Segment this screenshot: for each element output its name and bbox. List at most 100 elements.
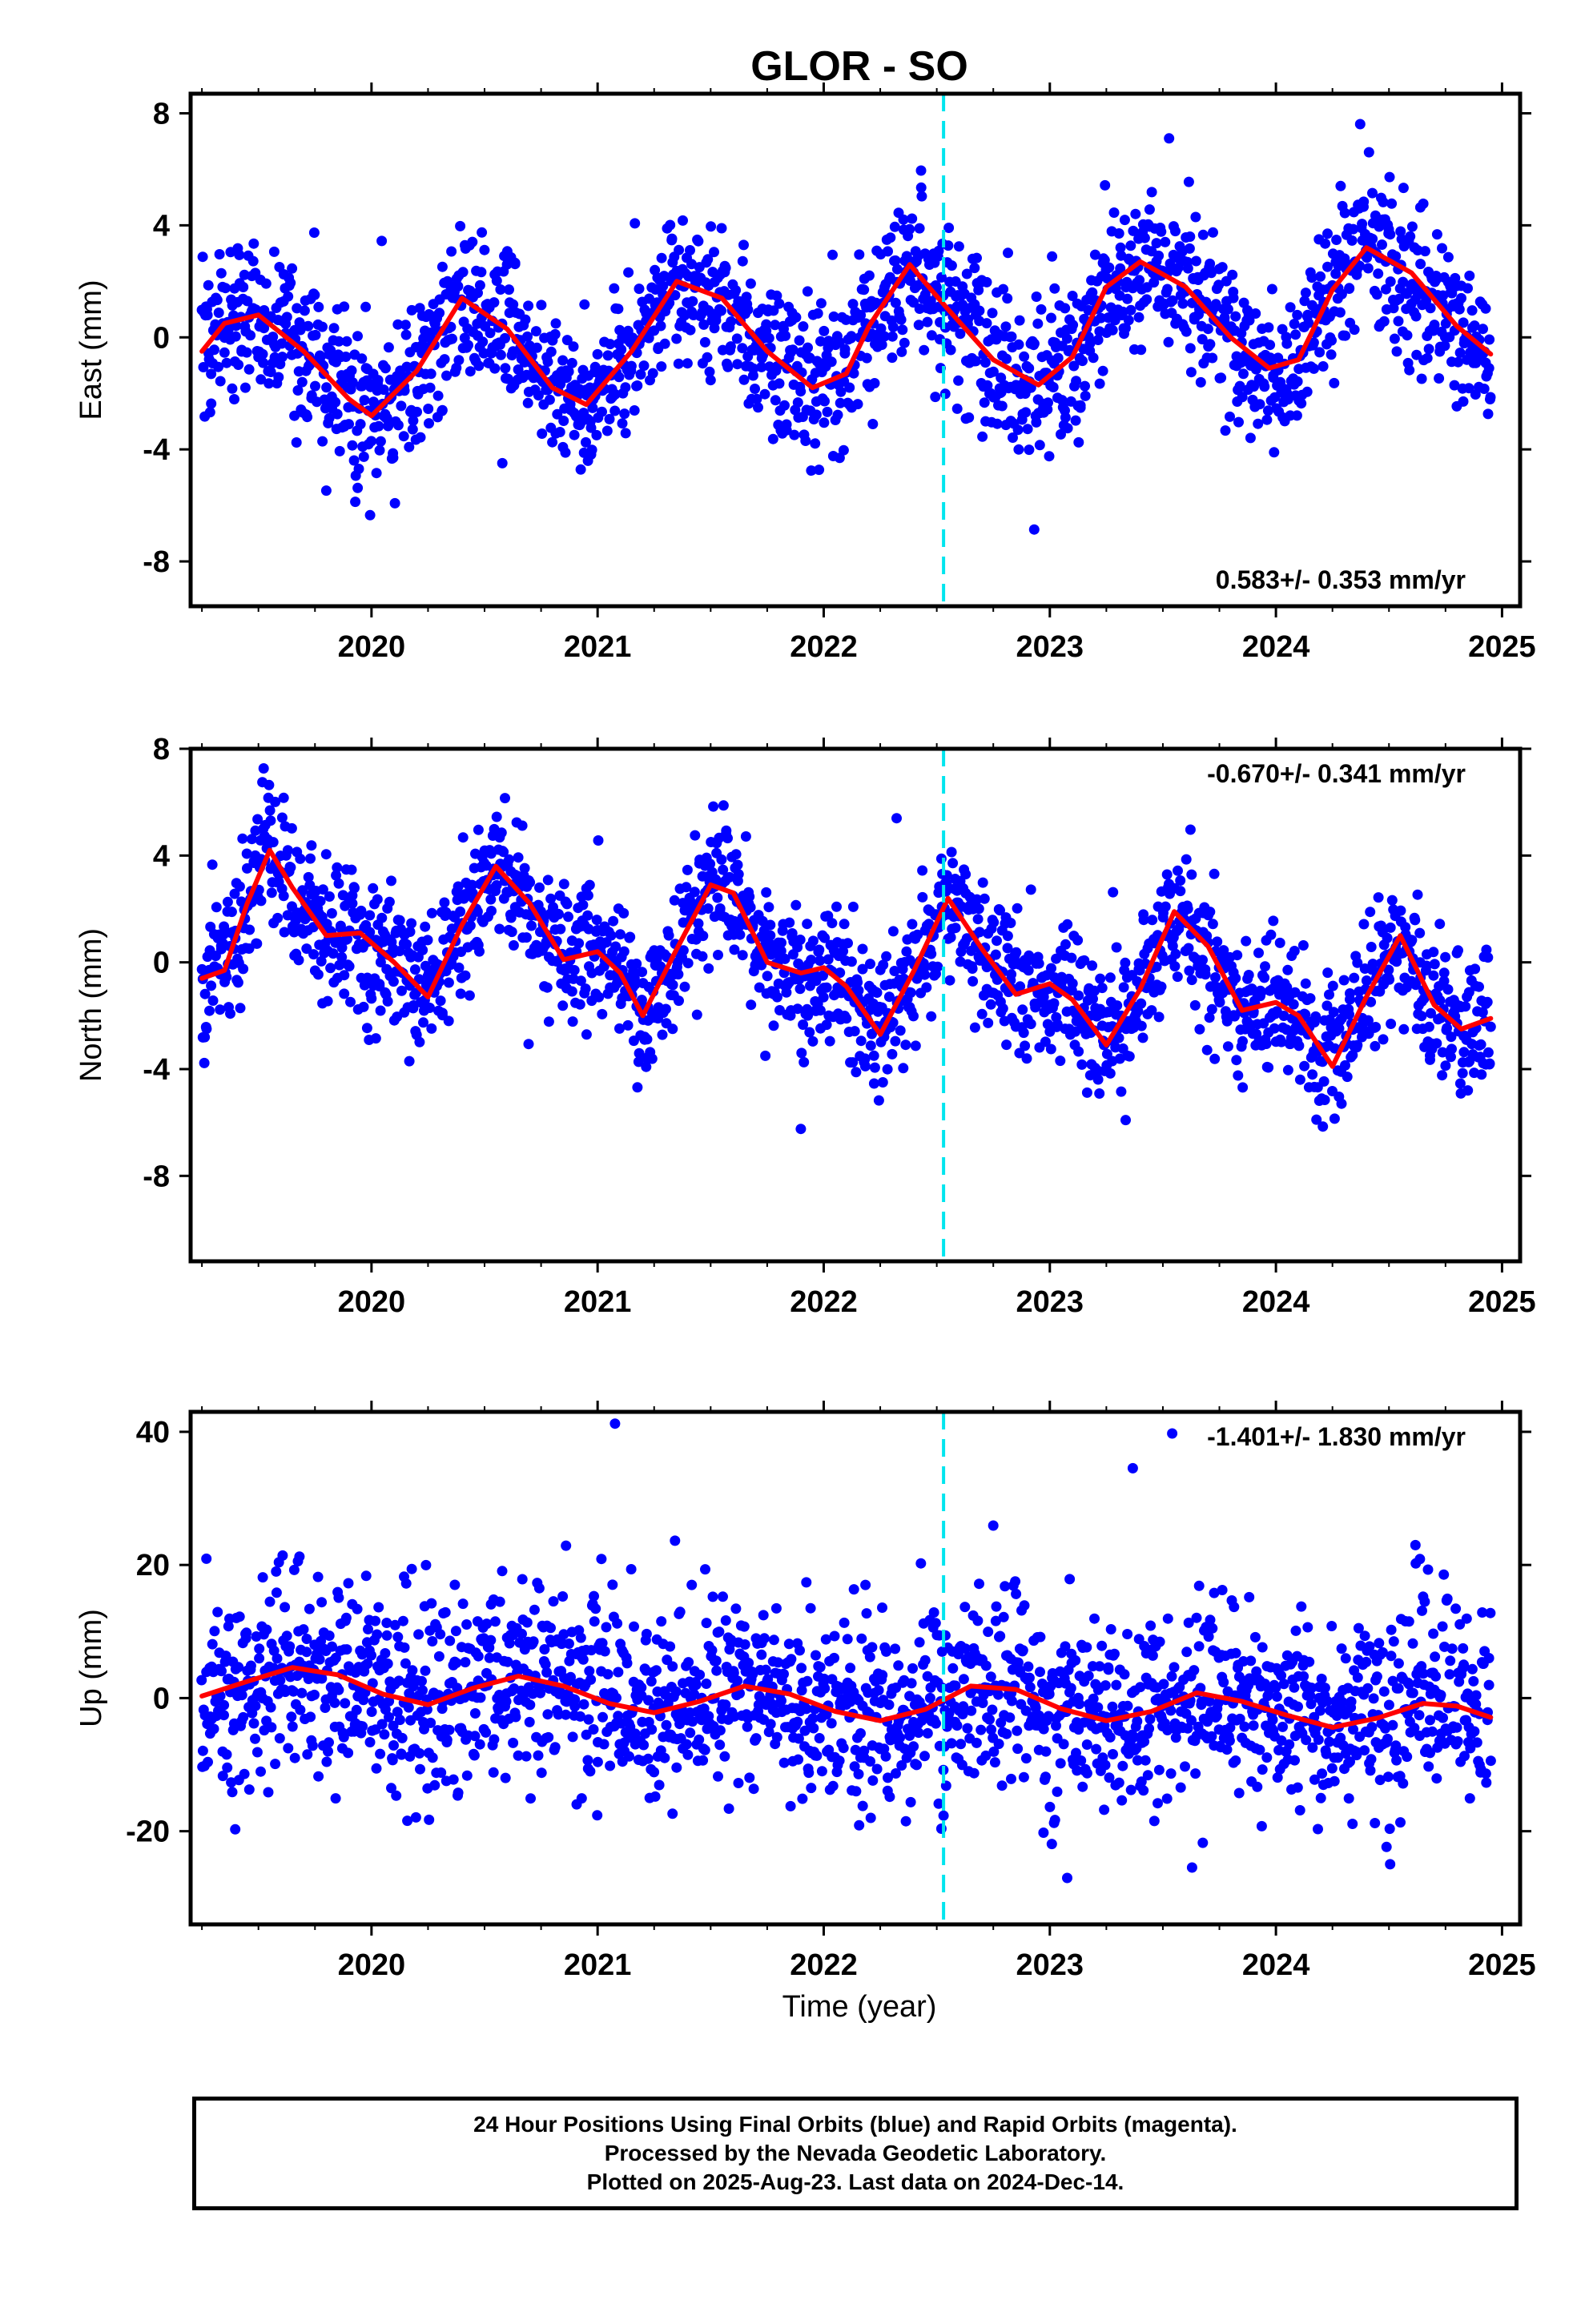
north-point xyxy=(1186,869,1197,880)
east-point xyxy=(839,348,851,359)
north-point xyxy=(1147,915,1158,926)
north-point xyxy=(821,1019,832,1031)
up-point xyxy=(884,1791,895,1803)
north-point xyxy=(1305,993,1316,1004)
up-point xyxy=(301,1647,312,1658)
east-point xyxy=(756,361,767,372)
east-point xyxy=(1130,208,1141,219)
north-point xyxy=(697,951,708,962)
east-point xyxy=(814,464,825,476)
north-point xyxy=(1189,999,1201,1011)
north-point xyxy=(543,1016,554,1027)
up-point xyxy=(494,1596,505,1607)
east-point xyxy=(879,331,890,342)
east-point xyxy=(1336,288,1347,300)
east-point xyxy=(248,238,259,249)
east-point xyxy=(330,396,341,408)
north-point xyxy=(1336,1098,1347,1109)
east-point xyxy=(838,444,849,456)
north-point xyxy=(702,903,714,914)
north-point xyxy=(401,939,412,950)
east-point xyxy=(1202,324,1213,335)
north-point xyxy=(1416,1011,1427,1022)
up-point xyxy=(528,1636,539,1647)
north-point xyxy=(417,944,428,955)
east-point xyxy=(658,280,669,292)
north-point xyxy=(344,961,355,972)
north-point xyxy=(761,887,772,898)
up-point xyxy=(271,1587,282,1598)
north-point xyxy=(1205,907,1216,918)
north-point xyxy=(849,1026,860,1037)
north-point xyxy=(331,870,342,881)
east-point xyxy=(725,341,736,352)
up-point xyxy=(602,1669,613,1680)
up-point xyxy=(864,1651,875,1663)
north-point xyxy=(682,864,693,875)
east-point xyxy=(898,214,909,225)
up-point xyxy=(343,1747,354,1759)
east-point xyxy=(1434,373,1445,384)
east-point xyxy=(412,406,422,417)
up-point xyxy=(461,1619,473,1630)
east-point xyxy=(913,320,924,331)
up-point xyxy=(700,1564,710,1575)
north-point xyxy=(582,890,593,901)
north-point xyxy=(573,938,585,949)
east-point xyxy=(1141,294,1153,305)
north-point xyxy=(473,824,484,835)
north-point xyxy=(614,1023,625,1034)
up-point xyxy=(744,1772,755,1783)
east-point xyxy=(1000,321,1012,332)
up-point xyxy=(577,1654,589,1665)
north-point xyxy=(1232,950,1243,961)
north-point xyxy=(1256,987,1267,998)
up-point xyxy=(569,1694,581,1705)
up-point xyxy=(742,1721,753,1732)
north-point xyxy=(366,993,377,1004)
north-point xyxy=(919,969,931,980)
north-point xyxy=(807,1035,819,1047)
north-point xyxy=(1265,929,1277,940)
up-point xyxy=(352,1603,363,1614)
up-point xyxy=(314,1654,325,1665)
north-point xyxy=(453,881,464,892)
east-point xyxy=(951,403,963,414)
north-point xyxy=(1230,973,1241,983)
north-point xyxy=(1440,951,1451,963)
north-point xyxy=(660,1003,671,1015)
north-point xyxy=(339,970,350,981)
up-point xyxy=(739,1639,750,1650)
up-point xyxy=(589,1590,599,1602)
up-point xyxy=(381,1618,392,1628)
north-point xyxy=(422,935,433,946)
up-point xyxy=(583,1714,594,1725)
east-point xyxy=(389,497,400,509)
north-point xyxy=(740,831,751,842)
east-point xyxy=(835,386,847,397)
east-point xyxy=(1008,432,1018,443)
east-point xyxy=(970,356,981,367)
up-point xyxy=(756,1649,767,1660)
east-point xyxy=(790,312,802,323)
up-point xyxy=(517,1574,528,1585)
up-point xyxy=(392,1631,404,1642)
north-point xyxy=(505,912,517,923)
east-point xyxy=(1173,263,1184,274)
east-point xyxy=(1177,298,1189,309)
north-point xyxy=(855,1035,867,1047)
east-point xyxy=(579,299,590,310)
east-point xyxy=(1292,309,1303,320)
east-point xyxy=(1100,179,1111,191)
up-point xyxy=(738,1621,750,1632)
north-point xyxy=(905,987,916,998)
north-point xyxy=(944,975,955,986)
east-point xyxy=(1381,283,1391,295)
east-point xyxy=(371,468,382,479)
up-point xyxy=(474,1739,485,1750)
up-point xyxy=(453,1787,464,1799)
east-point xyxy=(822,406,833,417)
east-point xyxy=(899,337,910,348)
east-point xyxy=(491,275,502,287)
north-point xyxy=(815,955,826,966)
